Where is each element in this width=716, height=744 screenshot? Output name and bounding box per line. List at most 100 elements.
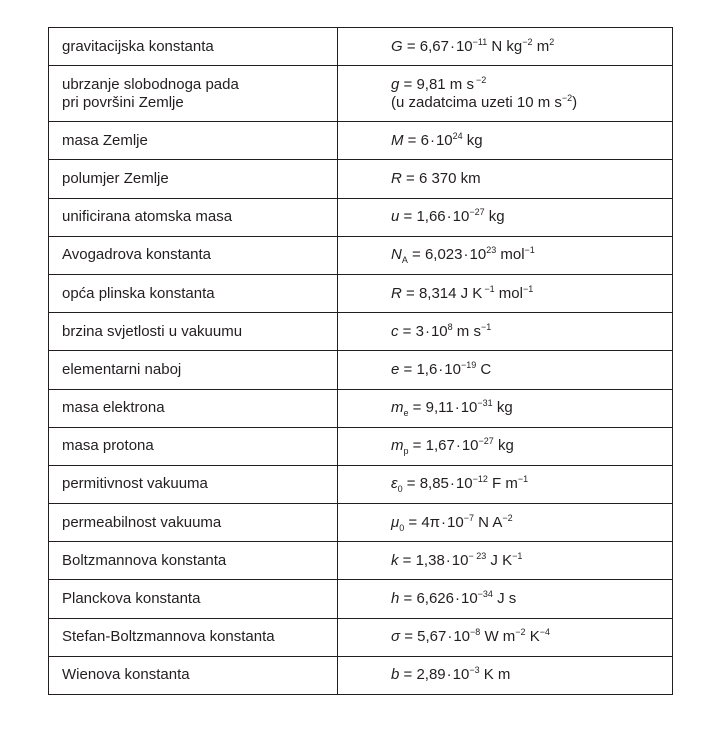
constant-name-cell: elementarni naboj: [48, 350, 338, 390]
unit: N A: [473, 513, 503, 531]
constant-name: permitivnost vakuuma: [62, 475, 208, 493]
table-row: unificirana atomska masa u = 1,66·10−27 …: [48, 197, 673, 237]
value-number: = 9,11: [408, 399, 454, 417]
table-row: gravitacijska konstanta G = 6,67·10−11 N…: [48, 26, 673, 67]
constants-table: gravitacijska konstanta G = 6,67·10−11 N…: [48, 26, 673, 696]
multiply-dot: ·: [429, 131, 435, 149]
constant-symbol: u: [391, 208, 400, 226]
value-exponent: −1: [484, 283, 495, 294]
value-base: 10: [460, 590, 478, 608]
value-exponent: −19: [460, 359, 477, 370]
unit-2: K: [525, 628, 540, 646]
constant-name-cell: Boltzmannova konstanta: [48, 541, 338, 581]
constant-symbol: c: [391, 322, 399, 340]
constant-name: gravitacijska konstanta: [62, 37, 214, 55]
value-exponent: −31: [477, 398, 493, 409]
unit: mol: [494, 284, 523, 302]
constant-name: Wienova konstanta: [62, 666, 190, 684]
constant-value-cell: me = 9,11·10−31 kg: [337, 388, 673, 428]
constant-name: Stefan-Boltzmannova konstanta: [62, 628, 275, 646]
constant-symbol: N: [391, 246, 402, 264]
constant-value-cell: μ0 = 4π·10−7 N A−2: [337, 503, 673, 543]
value-base: 10: [453, 628, 471, 646]
constant-name-cell: Planckova konstanta: [48, 579, 338, 619]
constant-value-cell: ε0 = 8,85·10−12 F m−1: [337, 464, 673, 505]
unit-2-exponent: −4: [539, 627, 551, 638]
constant-name: brzina svjetlosti u vakuumu: [62, 322, 243, 340]
constant-name: masa elektrona: [62, 399, 165, 417]
value-number: = 1,6: [399, 360, 438, 378]
constant-symbol: ε: [391, 475, 398, 493]
value-number: = 9,81 m s: [399, 75, 474, 93]
unit-exponent: −2: [515, 627, 526, 638]
value-number: = 1,38: [398, 551, 445, 569]
constant-symbol: m: [391, 399, 404, 417]
multiply-dot: ·: [463, 246, 469, 264]
value-number: = 2,89: [399, 666, 446, 684]
value-exponent: −8: [470, 627, 481, 638]
value-number: = 6 370 km: [401, 169, 481, 187]
constant-value-cell: σ = 5,67·10−8 W m−2 K−4: [337, 617, 673, 657]
value-number: = 8,314 J K: [401, 284, 483, 302]
constant-name-line-2: pri površini Zemlje: [62, 93, 184, 111]
constant-value-cell: R = 6 370 km: [337, 159, 673, 199]
table-row: brzina svjetlosti u vakuumu c = 3·108 m …: [48, 312, 673, 352]
value-exponent: −12: [472, 474, 488, 485]
table-row: permitivnost vakuuma ε0 = 8,85·10−12 F m…: [48, 464, 673, 505]
value-base: 10: [452, 666, 470, 684]
multiply-dot: ·: [446, 666, 452, 684]
constant-value-cell: NA = 6,023·1023 mol−1: [337, 235, 673, 275]
table-row: Wienova konstanta b = 2,89·10−3 K m: [48, 655, 673, 696]
value-number: = 1,66: [399, 208, 446, 226]
constant-name: masa protona: [62, 437, 154, 455]
value-number: = 4π: [404, 513, 441, 531]
constant-name: ubrzanje slobodnoga pada: [62, 75, 239, 93]
value-base: 10: [455, 37, 473, 55]
constant-symbol: m: [391, 437, 404, 455]
multiply-dot: ·: [455, 437, 461, 455]
value-base: 10: [451, 551, 469, 569]
value-exponent: − 23: [468, 550, 487, 561]
unit-2-exponent: 2: [549, 36, 555, 47]
unit-exponent: −1: [512, 550, 523, 561]
constant-symbol: G: [391, 37, 403, 55]
unit: kg: [493, 437, 514, 455]
value-exponent: 24: [452, 130, 463, 141]
value-number: = 1,67: [408, 437, 455, 455]
constant-symbol: k: [391, 551, 399, 569]
constant-name-cell: Stefan-Boltzmannova konstanta: [48, 617, 338, 657]
unit: kg: [492, 399, 513, 417]
table-row: Boltzmannova konstanta k = 1,38·10− 23 J…: [48, 541, 673, 581]
table-row: elementarni naboj e = 1,6·10−19 C: [48, 350, 673, 390]
unit: kg: [484, 208, 505, 226]
unit: N kg: [487, 37, 523, 55]
value-base: 10: [452, 208, 470, 226]
constant-name-cell: masa protona: [48, 426, 338, 466]
table-row: Stefan-Boltzmannova konstanta σ = 5,67·1…: [48, 617, 673, 657]
constant-name-cell: Avogadrova konstanta: [48, 235, 338, 275]
unit-exponent: −2: [502, 512, 513, 523]
value-exponent: −27: [469, 207, 485, 218]
unit-2: m: [532, 37, 550, 55]
value-number: = 6: [403, 131, 429, 149]
constant-value-cell: u = 1,66·10−27 kg: [337, 197, 673, 237]
multiply-dot: ·: [454, 590, 460, 608]
table-row: masa protona mp = 1,67·10−27 kg: [48, 426, 673, 466]
constant-value-cell: g = 9,81 m s −2 (u zadatcima uzeti 10 m s…: [337, 65, 673, 123]
unit-exponent: −1: [517, 474, 529, 485]
multiply-dot: ·: [449, 475, 455, 493]
multiply-dot: ·: [447, 628, 453, 646]
value-note: (u zadatcima uzeti 10 m s: [391, 93, 562, 111]
table-row: ubrzanje slobodnoga pada pri površini Ze…: [48, 65, 673, 123]
multiply-dot: ·: [424, 322, 430, 340]
constant-name: permeabilnost vakuuma: [62, 513, 222, 531]
unit: m s: [452, 322, 481, 340]
unit: kg: [462, 131, 483, 149]
table-row: opća plinska konstanta R = 8,314 J K −1 m…: [48, 273, 673, 314]
multiply-dot: ·: [438, 360, 444, 378]
unit-exponent: −1: [522, 283, 534, 294]
constant-value-cell: G = 6,67·10−11 N kg−2 m2: [337, 26, 673, 67]
multiply-dot: ·: [446, 208, 452, 226]
constant-name: elementarni naboj: [62, 360, 182, 378]
constant-name-cell: brzina svjetlosti u vakuumu: [48, 312, 338, 352]
